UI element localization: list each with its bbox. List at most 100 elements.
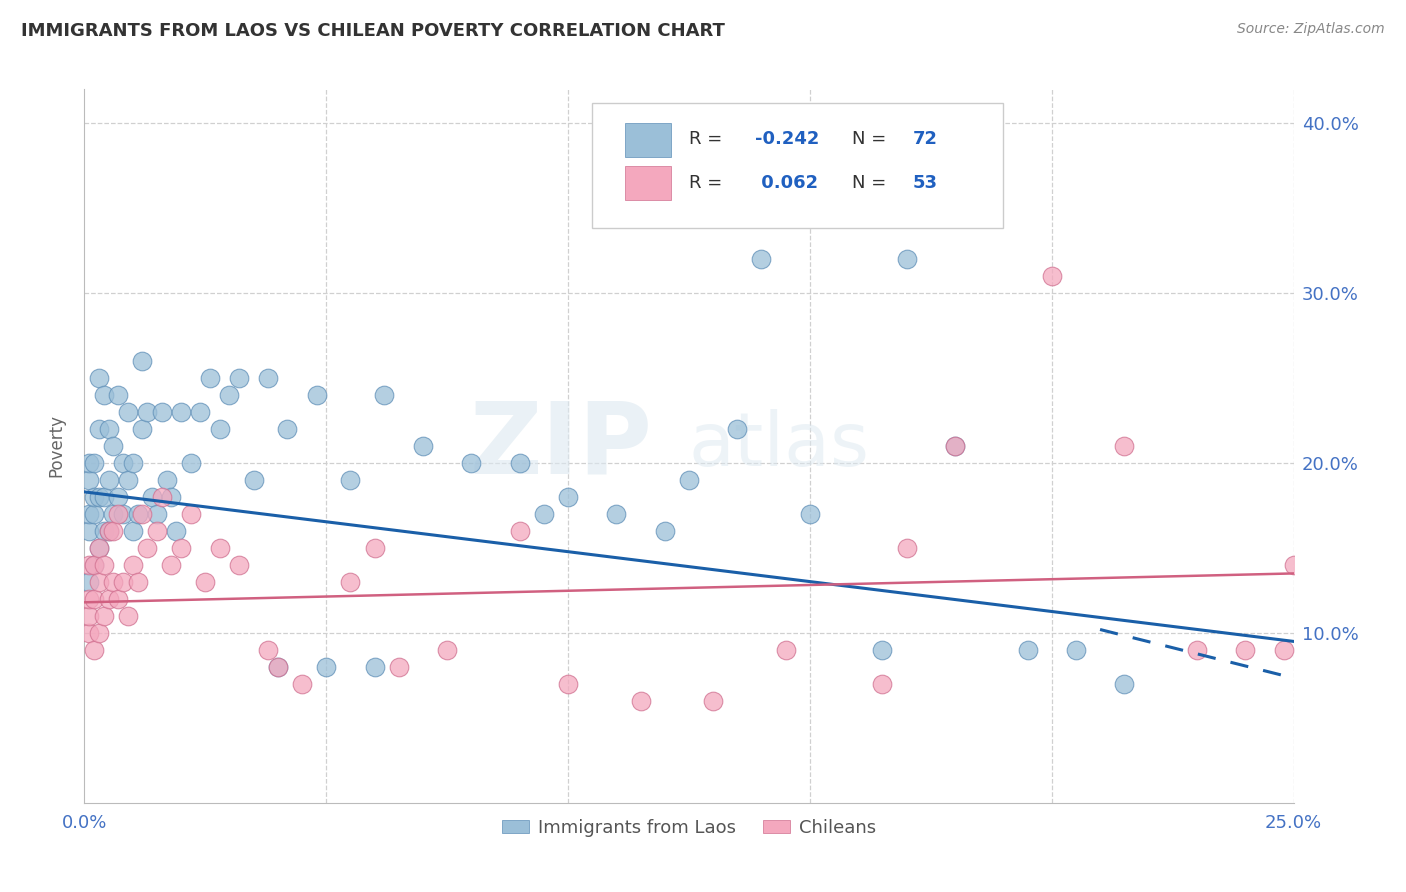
Point bbox=[509, 456, 531, 470]
Point bbox=[872, 643, 894, 657]
Point bbox=[339, 574, 361, 589]
Point bbox=[1185, 643, 1208, 657]
Point bbox=[83, 558, 105, 572]
Point bbox=[77, 626, 100, 640]
Point bbox=[77, 473, 100, 487]
Point bbox=[208, 422, 231, 436]
Point bbox=[943, 439, 966, 453]
Point bbox=[198, 371, 221, 385]
Point bbox=[77, 456, 100, 470]
Point bbox=[228, 371, 250, 385]
Point bbox=[228, 558, 250, 572]
Point bbox=[257, 643, 280, 657]
Point bbox=[112, 456, 135, 470]
Point bbox=[117, 608, 139, 623]
Point bbox=[896, 541, 918, 555]
Point bbox=[107, 490, 129, 504]
Point bbox=[127, 574, 149, 589]
Point bbox=[339, 473, 361, 487]
Point bbox=[83, 643, 105, 657]
Point bbox=[131, 507, 153, 521]
Point bbox=[1114, 677, 1136, 691]
Text: -0.242: -0.242 bbox=[755, 130, 820, 148]
Point bbox=[103, 574, 125, 589]
Point bbox=[87, 541, 110, 555]
Point bbox=[77, 524, 100, 538]
Point bbox=[150, 405, 173, 419]
Point bbox=[107, 388, 129, 402]
Point bbox=[103, 524, 125, 538]
Point bbox=[83, 558, 105, 572]
Point bbox=[533, 507, 555, 521]
Point bbox=[751, 252, 773, 266]
Point bbox=[218, 388, 240, 402]
Point bbox=[363, 660, 385, 674]
Point bbox=[305, 388, 328, 402]
Point bbox=[194, 574, 217, 589]
Point bbox=[654, 524, 676, 538]
Point bbox=[83, 507, 105, 521]
Text: ZIP: ZIP bbox=[470, 398, 652, 494]
Point bbox=[208, 541, 231, 555]
Text: 0.062: 0.062 bbox=[755, 175, 818, 193]
Point bbox=[97, 473, 120, 487]
Point bbox=[799, 507, 821, 521]
Point bbox=[257, 371, 280, 385]
Point bbox=[97, 524, 120, 538]
Text: 53: 53 bbox=[912, 175, 938, 193]
Point bbox=[605, 507, 627, 521]
Point bbox=[557, 490, 579, 504]
Point bbox=[1234, 643, 1257, 657]
Point bbox=[630, 694, 652, 708]
Point bbox=[83, 490, 105, 504]
Point bbox=[121, 456, 143, 470]
Point bbox=[121, 558, 143, 572]
Point bbox=[436, 643, 458, 657]
FancyBboxPatch shape bbox=[592, 103, 1004, 228]
Point bbox=[160, 490, 183, 504]
Point bbox=[872, 677, 894, 691]
Point bbox=[117, 473, 139, 487]
Point bbox=[131, 354, 153, 368]
Point bbox=[896, 252, 918, 266]
Point bbox=[165, 524, 187, 538]
Point bbox=[77, 558, 100, 572]
Point bbox=[267, 660, 290, 674]
Point bbox=[112, 574, 135, 589]
Text: 72: 72 bbox=[912, 130, 938, 148]
Point bbox=[373, 388, 395, 402]
Point bbox=[87, 490, 110, 504]
Point bbox=[93, 608, 115, 623]
Point bbox=[412, 439, 434, 453]
Point bbox=[242, 473, 264, 487]
Point bbox=[155, 473, 177, 487]
Point bbox=[93, 524, 115, 538]
Point bbox=[460, 456, 482, 470]
Point bbox=[97, 422, 120, 436]
Point bbox=[1064, 643, 1087, 657]
Point bbox=[112, 507, 135, 521]
Point bbox=[943, 439, 966, 453]
Point bbox=[77, 591, 100, 606]
Point bbox=[170, 541, 193, 555]
Point bbox=[276, 422, 298, 436]
Point bbox=[136, 541, 159, 555]
Point bbox=[1272, 643, 1295, 657]
Point bbox=[93, 558, 115, 572]
Point bbox=[150, 490, 173, 504]
Point bbox=[103, 439, 125, 453]
Point bbox=[267, 660, 290, 674]
FancyBboxPatch shape bbox=[624, 166, 671, 200]
Point bbox=[363, 541, 385, 555]
Point bbox=[1114, 439, 1136, 453]
Point bbox=[725, 422, 748, 436]
Point bbox=[77, 574, 100, 589]
Point bbox=[87, 371, 110, 385]
Point bbox=[77, 608, 100, 623]
Point bbox=[170, 405, 193, 419]
Point bbox=[146, 524, 169, 538]
Point bbox=[87, 574, 110, 589]
Point bbox=[87, 541, 110, 555]
Text: IMMIGRANTS FROM LAOS VS CHILEAN POVERTY CORRELATION CHART: IMMIGRANTS FROM LAOS VS CHILEAN POVERTY … bbox=[21, 22, 725, 40]
Point bbox=[146, 507, 169, 521]
